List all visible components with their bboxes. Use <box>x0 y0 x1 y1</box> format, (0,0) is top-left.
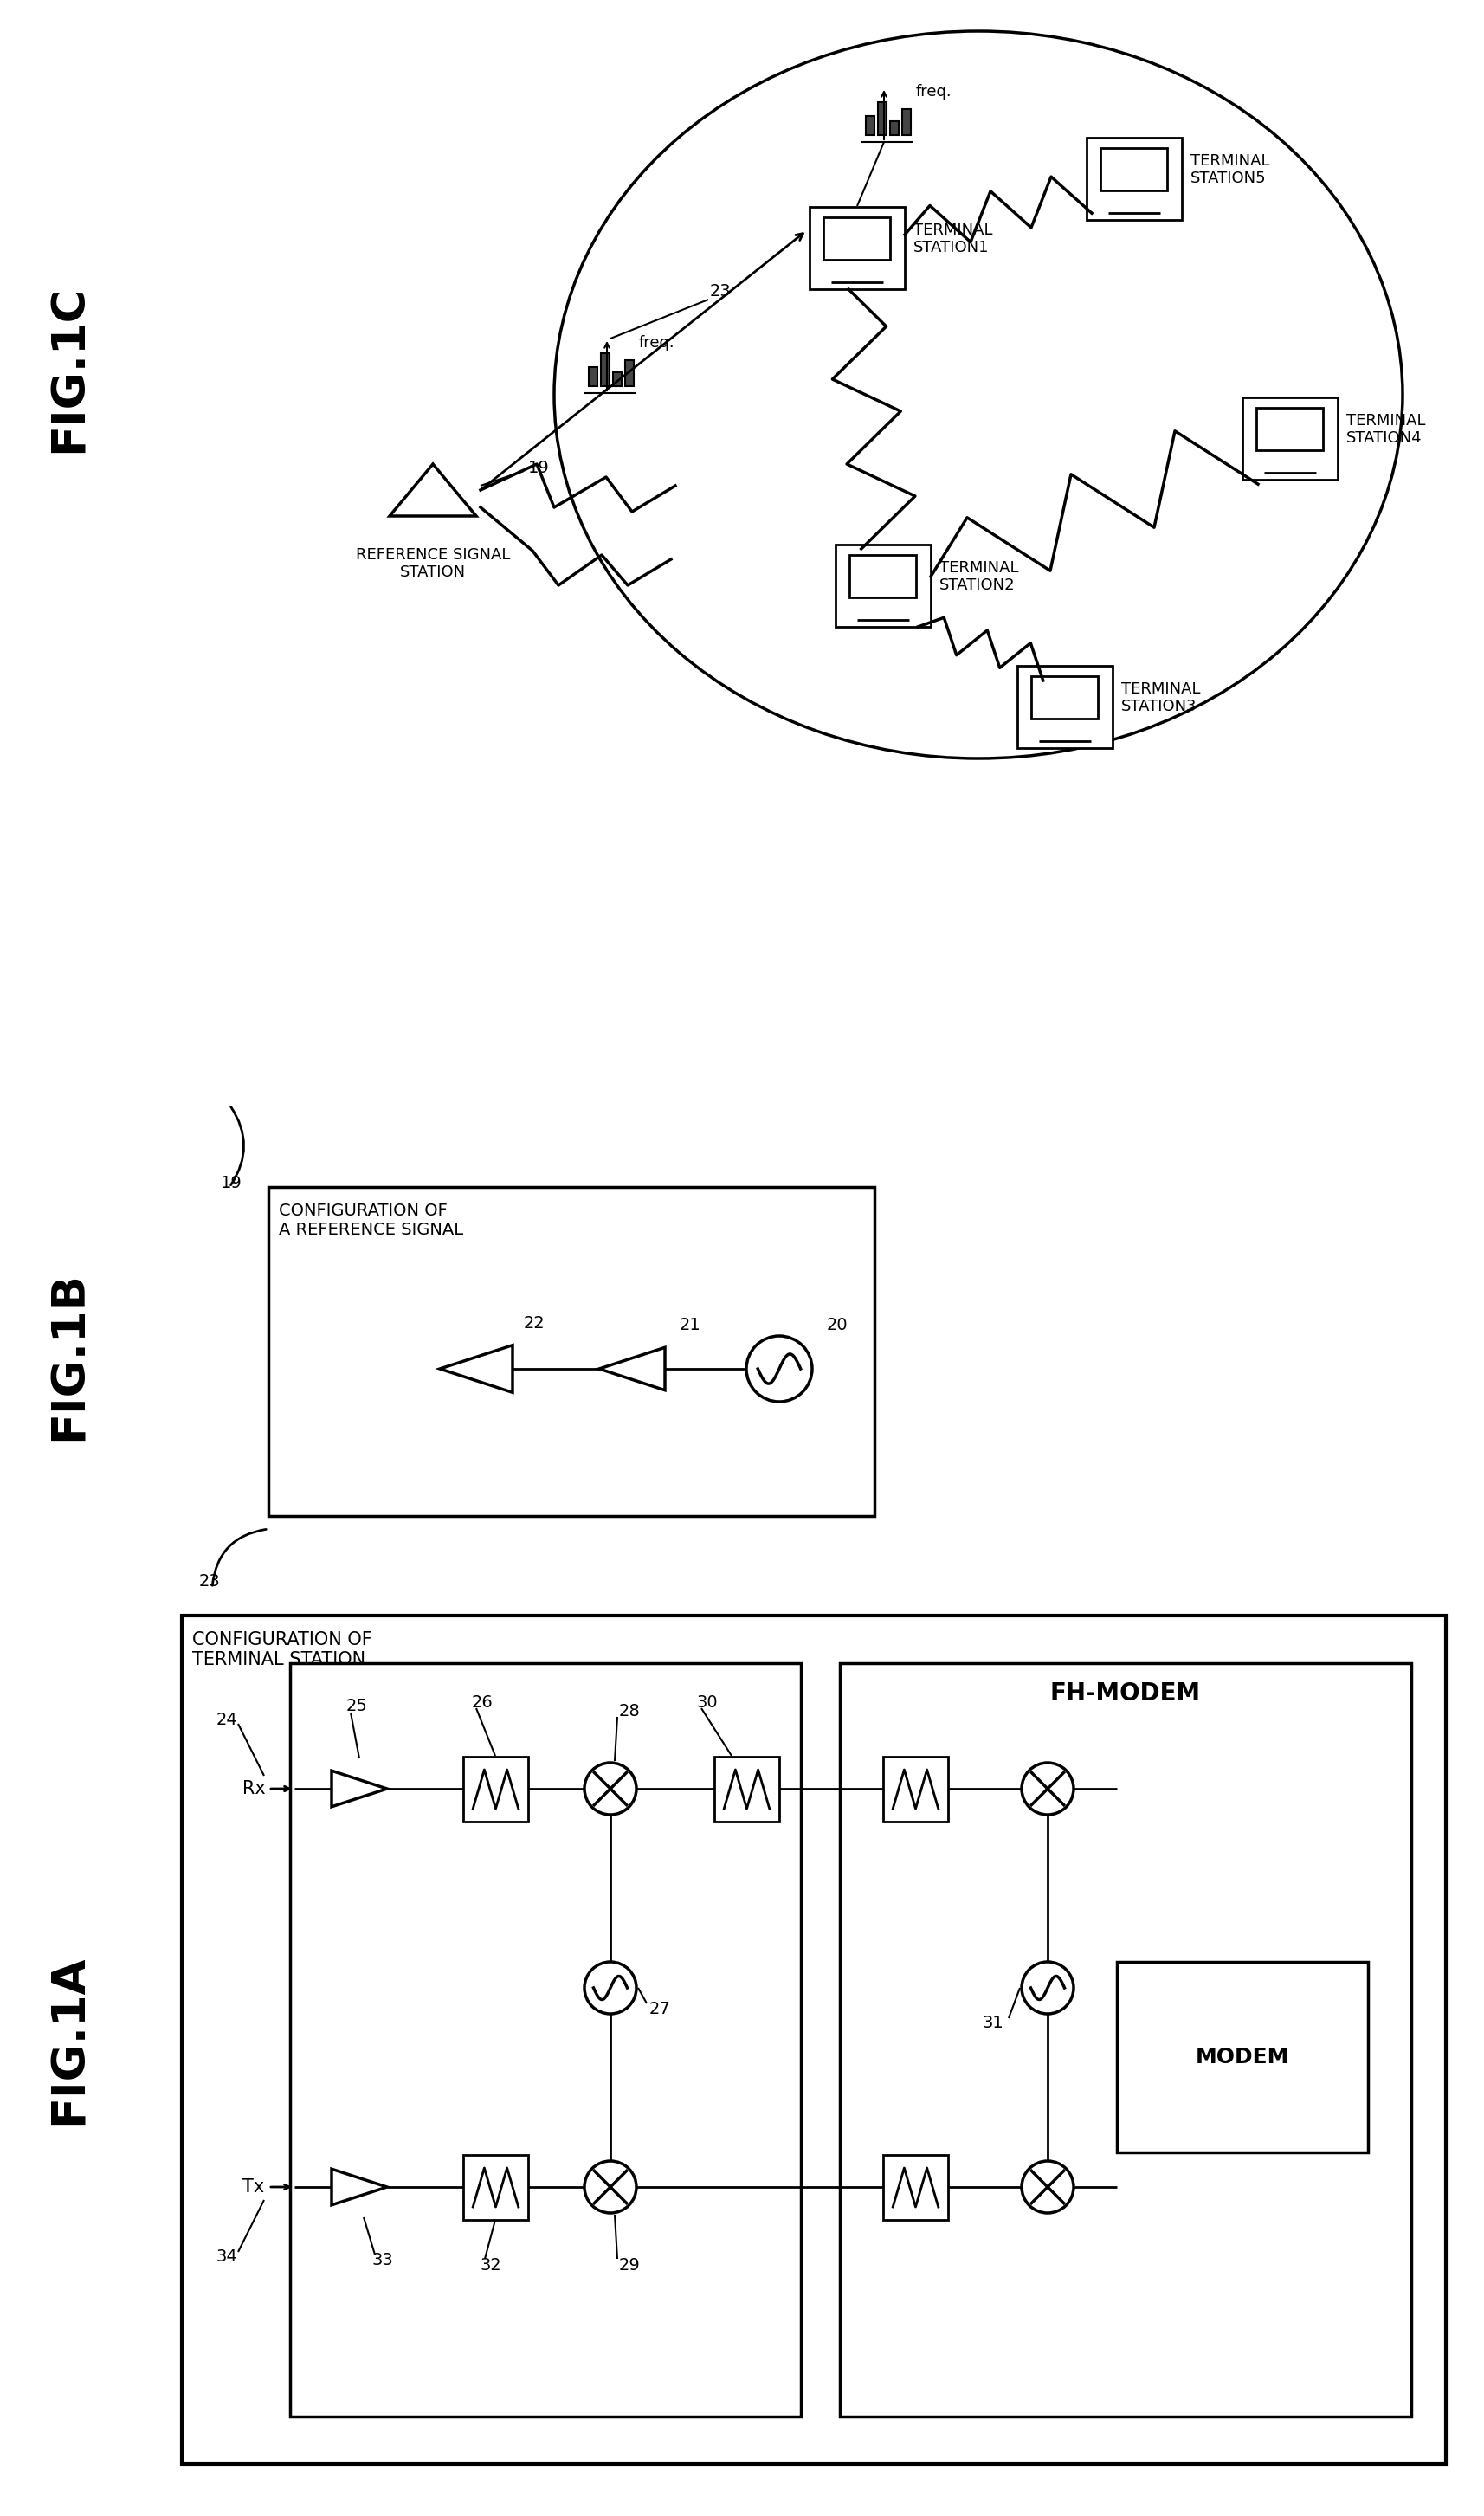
Bar <box>824 216 890 259</box>
Text: FIG.1A: FIG.1A <box>46 1955 92 2126</box>
Bar <box>463 2156 528 2219</box>
Text: 29: 29 <box>619 2257 640 2272</box>
Text: 25: 25 <box>346 1698 368 1716</box>
Text: MODEM: MODEM <box>1195 2046 1288 2068</box>
Bar <box>1116 1962 1367 2151</box>
Bar <box>1031 677 1098 720</box>
Text: TERMINAL
STATION3: TERMINAL STATION3 <box>1120 682 1199 715</box>
Text: 24: 24 <box>217 1711 237 1728</box>
Text: 28: 28 <box>619 1703 640 1718</box>
Text: 33: 33 <box>372 2252 393 2269</box>
Text: 30: 30 <box>696 1693 718 1711</box>
Bar <box>865 116 874 136</box>
Text: FH-MODEM: FH-MODEM <box>1049 1681 1201 1706</box>
Text: FIG.1C: FIG.1C <box>46 284 92 453</box>
Text: 34: 34 <box>217 2247 237 2264</box>
Bar <box>589 367 597 385</box>
Text: 21: 21 <box>680 1318 700 1333</box>
Bar <box>1242 398 1337 478</box>
Bar <box>601 352 608 385</box>
Text: freq.: freq. <box>638 335 675 350</box>
Text: 22: 22 <box>524 1316 545 1331</box>
Bar <box>809 206 904 289</box>
Bar <box>269 1188 874 1517</box>
Bar <box>883 1756 947 1822</box>
Bar <box>889 121 898 136</box>
Bar <box>181 1615 1445 2463</box>
Bar <box>1017 664 1112 747</box>
Text: CONFIGURATION OF
TERMINAL STATION: CONFIGURATION OF TERMINAL STATION <box>191 1630 372 1668</box>
Text: 23: 23 <box>709 282 732 299</box>
Text: 19: 19 <box>528 460 549 476</box>
Text: freq.: freq. <box>916 83 951 101</box>
Text: 26: 26 <box>472 1693 493 1711</box>
Bar <box>849 556 916 599</box>
Bar <box>289 1663 800 2415</box>
Text: TERMINAL
STATION2: TERMINAL STATION2 <box>939 561 1018 594</box>
Text: CONFIGURATION OF
A REFERENCE SIGNAL: CONFIGURATION OF A REFERENCE SIGNAL <box>279 1203 463 1238</box>
Text: 20: 20 <box>827 1318 847 1333</box>
Bar <box>835 543 930 626</box>
Text: 23: 23 <box>199 1572 221 1590</box>
Bar <box>877 103 886 136</box>
Bar <box>883 2156 947 2219</box>
Bar <box>613 372 622 385</box>
FancyArrowPatch shape <box>230 1107 243 1185</box>
Text: TERMINAL
STATION1: TERMINAL STATION1 <box>913 221 993 257</box>
Text: TERMINAL
STATION4: TERMINAL STATION4 <box>1346 413 1425 445</box>
Text: 19: 19 <box>221 1175 242 1190</box>
Bar <box>714 1756 779 1822</box>
Text: FIG.1B: FIG.1B <box>46 1271 92 1442</box>
Bar <box>1255 408 1322 450</box>
Text: 27: 27 <box>649 2000 671 2018</box>
Text: Rx: Rx <box>242 1781 266 1796</box>
FancyArrowPatch shape <box>212 1530 266 1585</box>
Bar <box>840 1663 1410 2415</box>
Text: 32: 32 <box>481 2257 502 2272</box>
Bar <box>463 1756 528 1822</box>
Bar <box>902 108 910 136</box>
Text: 31: 31 <box>982 2015 1003 2030</box>
Text: REFERENCE SIGNAL
STATION: REFERENCE SIGNAL STATION <box>356 546 510 581</box>
Bar <box>1100 148 1166 191</box>
Bar <box>1086 138 1181 219</box>
Bar <box>625 360 634 385</box>
Text: TERMINAL
STATION5: TERMINAL STATION5 <box>1190 153 1269 186</box>
Text: Tx: Tx <box>242 2179 264 2196</box>
